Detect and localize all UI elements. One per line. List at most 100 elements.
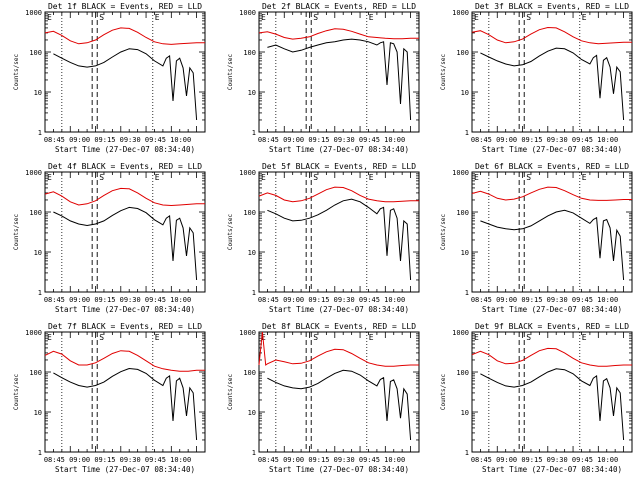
x-tick-label: 10:00 <box>597 136 618 144</box>
panel-title: Det 7f BLACK = Events, RED = LLD <box>48 322 202 331</box>
x-axis-label: Start Time (27-Dec-07 08:34:40) <box>269 305 409 314</box>
events-series-line <box>267 198 412 281</box>
y-tick-label: 10 <box>34 409 42 417</box>
plot-frame <box>44 331 206 453</box>
y-axis-label: Counts/sec <box>13 54 20 91</box>
detector-panel-9: Det 9f BLACK = Events, RED = LLD 1 10 100 10… <box>440 322 633 474</box>
x-tick-label: 09:30 <box>120 456 141 464</box>
panel-title: Det 1f BLACK = Events, RED = LLD <box>48 2 202 11</box>
x-axis-label: Start Time (27-Dec-07 08:34:40) <box>55 465 195 474</box>
y-tick-label: 10 <box>461 249 469 257</box>
x-tick-label: 08:45 <box>44 296 65 304</box>
plot-frame <box>44 11 206 133</box>
x-axis-label: Start Time (27-Dec-07 08:34:40) <box>269 465 409 474</box>
x-axis-label: Start Time (27-Dec-07 08:34:40) <box>269 145 409 154</box>
x-tick-label: 09:15 <box>94 296 115 304</box>
event-marker: S <box>313 13 318 22</box>
y-tick-label: 1 <box>252 449 256 457</box>
event-marker: S <box>526 173 531 182</box>
y-tick-label: 1 <box>252 129 256 137</box>
x-tick-label: 09:45 <box>145 296 166 304</box>
plot-frame <box>258 11 420 133</box>
y-tick-label: 100 <box>29 209 42 217</box>
event-marker: E <box>582 333 587 342</box>
detector-panel-6: Det 6f BLACK = Events, RED = LLD 1 10 100 10… <box>440 162 633 314</box>
event-marker: S <box>99 333 104 342</box>
x-tick-label: 09:00 <box>283 456 304 464</box>
y-tick-label: 100 <box>29 369 42 377</box>
x-tick-label: 09:30 <box>547 456 568 464</box>
panel-title: Det 4f BLACK = Events, RED = LLD <box>48 162 202 171</box>
event-marker: E <box>47 13 52 22</box>
events-series-line <box>53 48 198 121</box>
x-tick-label: 09:15 <box>94 136 115 144</box>
lld-series-line <box>471 347 632 367</box>
detector-panel-3: Det 3f BLACK = Events, RED = LLD 1 10 100 10… <box>440 2 633 154</box>
plot-frame <box>471 331 633 453</box>
x-tick-label: 10:00 <box>170 296 191 304</box>
event-marker: E <box>369 333 374 342</box>
plot-frame <box>258 331 420 453</box>
y-axis-label: Counts/sec <box>227 374 234 411</box>
lld-series-line <box>471 186 632 201</box>
x-tick-label: 09:45 <box>572 296 593 304</box>
panel-title: Det 8f BLACK = Events, RED = LLD <box>262 322 416 331</box>
lld-series-line <box>258 28 419 40</box>
x-tick-label: 09:00 <box>283 136 304 144</box>
x-tick-label: 09:00 <box>496 296 517 304</box>
x-axis-label: Start Time (27-Dec-07 08:34:40) <box>482 145 622 154</box>
detector-panel-2: Det 2f BLACK = Events, RED = LLD 1 10 100 10… <box>227 2 420 154</box>
y-tick-label: 1 <box>38 449 42 457</box>
x-tick-label: 08:45 <box>471 296 492 304</box>
x-tick-label: 10:00 <box>597 456 618 464</box>
x-tick-label: 09:15 <box>521 296 542 304</box>
x-tick-label: 10:00 <box>384 296 405 304</box>
lld-series-line <box>44 187 205 207</box>
x-axis-label: Start Time (27-Dec-07 08:34:40) <box>482 305 622 314</box>
x-tick-label: 09:45 <box>145 136 166 144</box>
y-tick-label: 1 <box>252 289 256 297</box>
events-series-line <box>53 367 198 441</box>
event-marker: S <box>99 13 104 22</box>
y-tick-label: 1000 <box>239 9 256 17</box>
lld-series-line <box>258 331 419 367</box>
y-tick-label: 100 <box>456 209 469 217</box>
y-tick-label: 1 <box>465 289 469 297</box>
y-tick-label: 1000 <box>452 329 469 337</box>
x-tick-label: 09:30 <box>120 136 141 144</box>
panel-title: Det 6f BLACK = Events, RED = LLD <box>475 162 629 171</box>
y-axis-label: Counts/sec <box>227 54 234 91</box>
x-tick-label: 09:15 <box>308 136 329 144</box>
event-marker: E <box>155 173 160 182</box>
event-marker: E <box>155 13 160 22</box>
x-tick-label: 09:00 <box>496 456 517 464</box>
x-tick-label: 10:00 <box>384 456 405 464</box>
x-tick-label: 09:15 <box>308 296 329 304</box>
event-marker: E <box>582 13 587 22</box>
x-axis-label: Start Time (27-Dec-07 08:34:40) <box>482 465 622 474</box>
x-tick-label: 08:45 <box>258 296 279 304</box>
plot-frame <box>44 171 206 293</box>
x-tick-label: 09:00 <box>69 296 90 304</box>
x-tick-label: 09:45 <box>572 456 593 464</box>
plot-frame <box>471 11 633 133</box>
y-tick-label: 100 <box>243 209 256 217</box>
event-marker: E <box>369 13 374 22</box>
plot-frame <box>471 171 633 293</box>
x-tick-label: 09:45 <box>359 296 380 304</box>
y-tick-label: 10 <box>248 89 256 97</box>
event-marker: S <box>99 173 104 182</box>
event-marker: E <box>155 333 160 342</box>
y-tick-label: 1 <box>38 129 42 137</box>
x-tick-label: 09:30 <box>334 296 355 304</box>
lld-series-line <box>44 27 205 45</box>
y-tick-label: 1 <box>465 449 469 457</box>
events-series-line <box>267 38 412 121</box>
y-tick-label: 100 <box>243 49 256 57</box>
events-series-line <box>480 209 625 281</box>
event-marker: E <box>474 13 479 22</box>
y-tick-label: 100 <box>456 369 469 377</box>
y-tick-label: 1000 <box>452 9 469 17</box>
y-tick-label: 100 <box>29 49 42 57</box>
x-tick-label: 10:00 <box>597 296 618 304</box>
